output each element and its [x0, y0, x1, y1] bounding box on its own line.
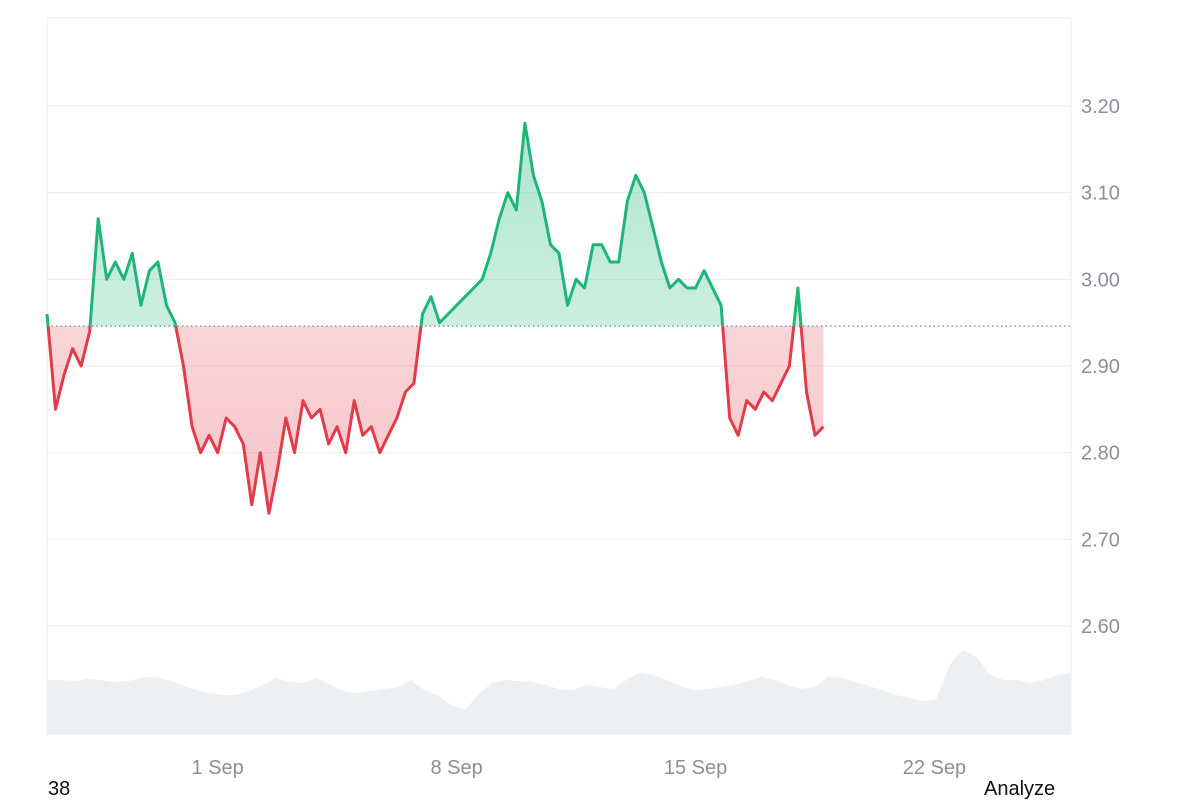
x-tick-label: 8 Sep — [430, 757, 482, 779]
y-tick-label: 2.60 — [1081, 616, 1120, 638]
price-line-above — [45, 121, 803, 327]
analyze-button[interactable]: Analyze — [984, 778, 1056, 800]
x-tick-label: 1 Sep — [192, 757, 244, 779]
area-above-baseline — [47, 123, 824, 327]
y-tick-label: 2.90 — [1081, 356, 1120, 378]
footer-left-value: 38 — [48, 778, 71, 800]
y-tick-label: 3.20 — [1081, 96, 1120, 118]
volume-area — [47, 650, 1071, 735]
x-tick-label: 15 Sep — [664, 757, 727, 779]
y-tick-label: 3.10 — [1081, 183, 1120, 205]
price-line-below — [46, 326, 825, 515]
y-tick-label: 3.00 — [1081, 269, 1120, 291]
y-tick-label: 2.80 — [1081, 443, 1120, 465]
area-below-baseline — [48, 326, 824, 514]
y-tick-label: 2.70 — [1081, 529, 1120, 551]
x-tick-label: 22 Sep — [903, 757, 966, 779]
